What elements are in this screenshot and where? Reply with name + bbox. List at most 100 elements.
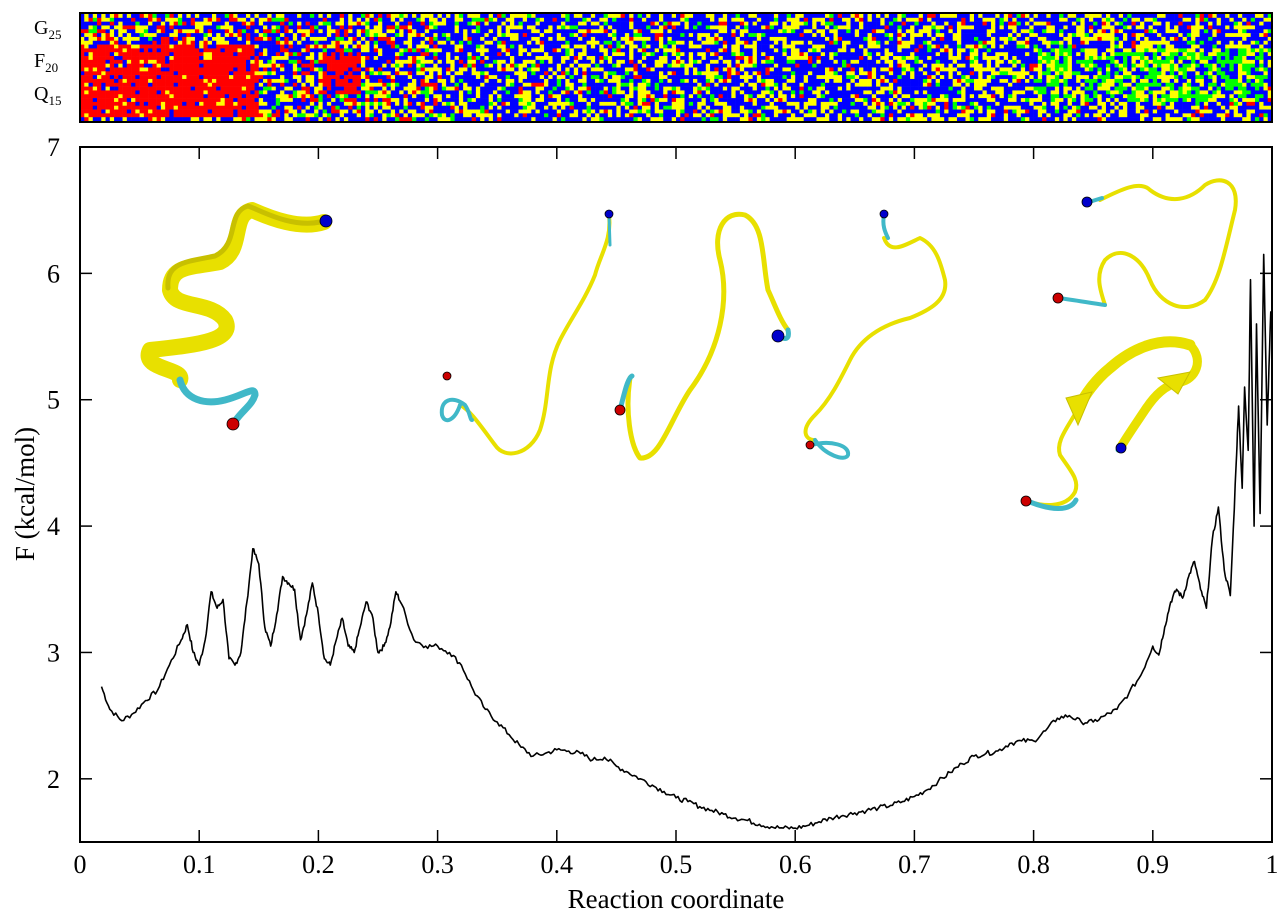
- heatmap-cell: [833, 25, 839, 30]
- heatmap-cell: [84, 29, 89, 34]
- heatmap-cell: [650, 82, 656, 87]
- heatmap-cell: [288, 94, 294, 99]
- heatmap-cell: [765, 98, 770, 103]
- heatmap-cell: [88, 48, 94, 53]
- heatmap-cell: [748, 25, 753, 30]
- heatmap-cell: [616, 36, 621, 42]
- heatmap-cell: [139, 48, 145, 53]
- heatmap-cell: [544, 82, 549, 87]
- heatmap-cell: [458, 90, 464, 95]
- heatmap-cell: [667, 98, 673, 103]
- heatmap-cell: [565, 29, 570, 34]
- heatmap-cell: [782, 101, 787, 107]
- heatmap-cell: [684, 63, 690, 68]
- heatmap-cell: [216, 86, 221, 91]
- heatmap-cell: [718, 14, 724, 19]
- heatmap-cell: [373, 40, 379, 45]
- heatmap-cell: [514, 117, 519, 122]
- heatmap-cell: [322, 113, 328, 118]
- heatmap-cell: [403, 52, 409, 57]
- heatmap-cell: [718, 52, 724, 57]
- heatmap-cell: [258, 44, 264, 49]
- heatmap-cell: [667, 56, 673, 61]
- heatmap-cell: [169, 52, 174, 57]
- heatmap-cell: [441, 40, 447, 45]
- heatmap-cell: [441, 33, 447, 38]
- heatmap-cell: [80, 56, 85, 61]
- heatmap-cell: [501, 109, 507, 114]
- heatmap-cell: [412, 44, 417, 49]
- heatmap-cell: [786, 25, 792, 30]
- heatmap-cell: [471, 90, 477, 95]
- heatmap-cell: [505, 56, 511, 61]
- heatmap-cell: [556, 33, 562, 38]
- heatmap-cell: [620, 14, 626, 19]
- heatmap-cell: [237, 25, 243, 30]
- heatmap-cell: [697, 56, 702, 61]
- heatmap-cell: [224, 44, 230, 49]
- heatmap-cell: [497, 105, 502, 110]
- heatmap-cell: [84, 75, 89, 80]
- heatmap-cell: [676, 40, 681, 45]
- heatmap-cell: [399, 40, 404, 45]
- heatmap-cell: [190, 109, 196, 114]
- heatmap-cell: [365, 90, 370, 95]
- heatmap-cell: [412, 105, 417, 110]
- heatmap-cell: [812, 14, 817, 19]
- heatmap-cell: [590, 105, 596, 110]
- heatmap-cell: [101, 36, 106, 42]
- heatmap-cell: [671, 63, 677, 68]
- heatmap-cell: [484, 86, 489, 91]
- heatmap-cell: [676, 98, 681, 103]
- heatmap-cell: [424, 36, 430, 42]
- heatmap-cell: [488, 113, 494, 118]
- heatmap-cell: [84, 48, 89, 53]
- heatmap-cell: [348, 56, 353, 61]
- heatmap-cell: [348, 14, 353, 19]
- heatmap-cell: [710, 82, 715, 87]
- heatmap-cell: [152, 29, 157, 34]
- heatmap-cell: [382, 25, 387, 30]
- heatmap-cell: [88, 67, 94, 72]
- heatmap-cell: [637, 17, 643, 22]
- heatmap-cell: [727, 71, 732, 76]
- heatmap-cell: [131, 44, 136, 49]
- heatmap-cell: [173, 98, 179, 103]
- heatmap-cell: [305, 117, 311, 122]
- heatmap-cell: [152, 98, 157, 103]
- heatmap-cell: [641, 117, 647, 122]
- heatmap-cell: [412, 67, 417, 72]
- heatmap-cell: [412, 14, 417, 19]
- heatmap-cell: [326, 44, 332, 49]
- heatmap-cell: [160, 101, 166, 107]
- heatmap-cell: [352, 113, 358, 118]
- heatmap-cell: [233, 75, 238, 80]
- heatmap-cell: [701, 78, 707, 84]
- heatmap-cell: [833, 109, 839, 114]
- heatmap-cell: [548, 40, 553, 45]
- heatmap-cell: [756, 36, 762, 42]
- heatmap-cell: [501, 63, 507, 68]
- heatmap-cell: [778, 48, 783, 53]
- heatmap-cell: [684, 25, 690, 30]
- heatmap-cell: [671, 17, 677, 22]
- heatmap-cell: [731, 36, 736, 42]
- heatmap-cell: [825, 40, 830, 45]
- heatmap-cell: [275, 52, 281, 57]
- heatmap-cell: [654, 117, 660, 122]
- heatmap-cell: [450, 14, 455, 19]
- heatmap-cell: [756, 63, 762, 68]
- heatmap-cell: [301, 17, 306, 22]
- heatmap-cell: [586, 29, 592, 34]
- heatmap-cell: [437, 52, 443, 57]
- heatmap-cell: [156, 98, 162, 103]
- heatmap-cell: [544, 36, 549, 42]
- heatmap-cell: [105, 117, 111, 122]
- heatmap-cell: [735, 71, 741, 76]
- heatmap-cell: [739, 56, 745, 61]
- heatmap-cell: [84, 59, 89, 64]
- heatmap-cell: [684, 29, 690, 34]
- heatmap-cell: [126, 29, 132, 34]
- heatmap-cell: [246, 117, 251, 122]
- heatmap-cell: [203, 113, 209, 118]
